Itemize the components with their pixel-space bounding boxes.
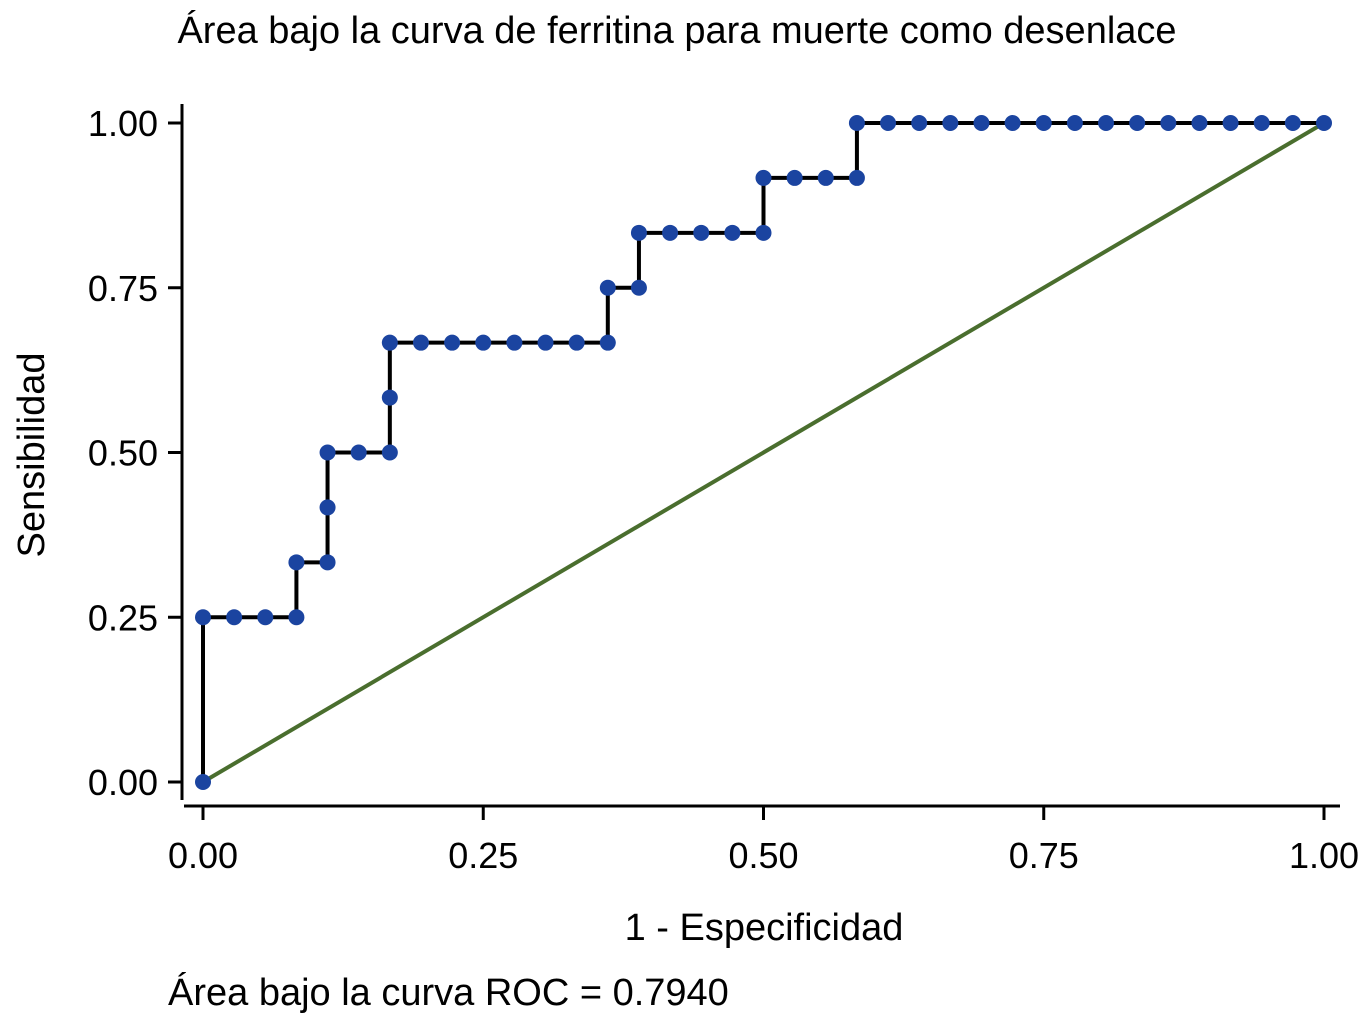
y-tick-label: 0.75 [88, 268, 158, 309]
roc-point [817, 169, 834, 186]
roc-points [195, 115, 1332, 790]
roc-point [381, 334, 398, 351]
roc-point [1066, 115, 1083, 131]
roc-point [226, 609, 243, 626]
roc-point [1098, 115, 1115, 131]
roc-point [848, 115, 865, 131]
roc-point [1004, 115, 1021, 131]
x-axis-label: 1 - Especificidad [625, 907, 904, 949]
roc-point [319, 554, 336, 571]
roc-point [319, 499, 336, 516]
y-tick-label: 0.50 [88, 433, 158, 474]
roc-point [1253, 115, 1270, 131]
reference-line [201, 121, 1326, 784]
roc-point [693, 224, 710, 241]
roc-point [1191, 115, 1208, 131]
roc-point [319, 444, 336, 461]
x-tick-label: 0.75 [1009, 835, 1079, 876]
y-tick-label: 0.00 [88, 762, 158, 803]
axes: 0.00 0.25 0.50 0.75 1.00 0.00 0.25 0.50 0.75 1.00 [88, 103, 1359, 876]
roc-point [880, 115, 897, 131]
chart-title: Área bajo la curva de ferritina para mue… [177, 9, 1176, 52]
x-tick-label: 1.00 [1289, 835, 1359, 876]
roc-point [381, 444, 398, 461]
y-tick-label: 0.25 [88, 597, 158, 638]
roc-point [755, 224, 772, 241]
roc-point [195, 774, 211, 790]
roc-point [942, 115, 959, 131]
roc-point [288, 609, 305, 626]
roc-point [257, 609, 274, 626]
roc-point [506, 334, 523, 351]
roc-point [568, 334, 585, 351]
roc-point [1160, 115, 1177, 131]
roc-point [911, 115, 928, 131]
roc-point [630, 224, 647, 241]
roc-point [1284, 115, 1301, 131]
roc-point [599, 334, 616, 351]
roc-point [1222, 115, 1239, 131]
roc-point [662, 224, 679, 241]
roc-point [786, 169, 803, 186]
roc-point [755, 169, 772, 186]
roc-point [599, 279, 616, 296]
auc-note: Área bajo la curva ROC = 0.7940 [168, 971, 729, 1014]
x-tick-label: 0.00 [168, 835, 238, 876]
roc-point [1316, 115, 1332, 131]
roc-point [195, 609, 211, 626]
roc-point [848, 169, 865, 186]
roc-point [412, 334, 429, 351]
roc-point [350, 444, 367, 461]
roc-point [381, 389, 398, 406]
roc-point [288, 554, 305, 571]
roc-point [475, 334, 492, 351]
roc-point [444, 334, 461, 351]
roc-point [973, 115, 990, 131]
x-tick-label: 0.50 [728, 835, 798, 876]
y-tick-label: 1.00 [88, 103, 158, 144]
roc-point [630, 279, 647, 296]
y-axis-label: Sensibilidad [11, 353, 53, 558]
roc-point [1035, 115, 1052, 131]
roc-point [537, 334, 554, 351]
x-tick-label: 0.25 [448, 835, 518, 876]
roc-point [724, 224, 741, 241]
roc-point [1129, 115, 1146, 131]
